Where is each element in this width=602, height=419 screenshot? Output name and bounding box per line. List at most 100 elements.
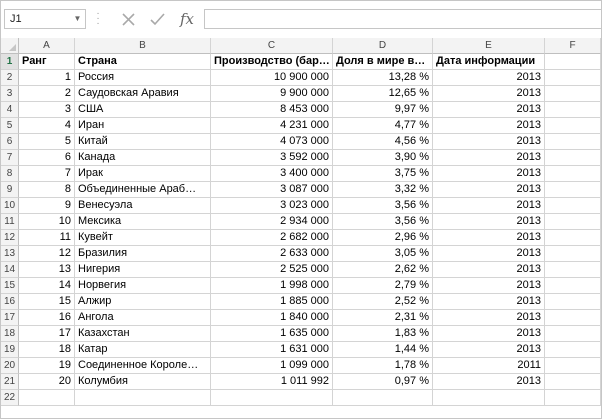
cell-rank[interactable]: 10 — [19, 214, 75, 230]
header-cell-rank[interactable]: Ранг — [19, 54, 75, 70]
cell-production[interactable]: 2 525 000 — [211, 262, 333, 278]
empty-cell[interactable] — [545, 262, 601, 278]
cell-rank[interactable]: 4 — [19, 118, 75, 134]
insert-function-button[interactable]: fx — [176, 9, 198, 29]
cell-production[interactable]: 1 631 000 — [211, 342, 333, 358]
row-header-2[interactable]: 2 — [1, 70, 19, 86]
empty-cell[interactable] — [545, 230, 601, 246]
empty-cell[interactable] — [333, 390, 433, 406]
cell-date[interactable]: 2013 — [433, 134, 545, 150]
cell-rank[interactable]: 1 — [19, 70, 75, 86]
cell-production[interactable]: 3 400 000 — [211, 166, 333, 182]
empty-cell[interactable] — [545, 134, 601, 150]
cell-date[interactable]: 2013 — [433, 310, 545, 326]
empty-cell[interactable] — [545, 374, 601, 390]
cell-share[interactable]: 1,83 % — [333, 326, 433, 342]
header-cell-date[interactable]: Дата информации — [433, 54, 545, 70]
cell-share[interactable]: 2,52 % — [333, 294, 433, 310]
empty-cell[interactable] — [545, 54, 601, 70]
row-header-7[interactable]: 7 — [1, 150, 19, 166]
cell-date[interactable]: 2013 — [433, 214, 545, 230]
row-header-15[interactable]: 15 — [1, 278, 19, 294]
row-header-17[interactable]: 17 — [1, 310, 19, 326]
cell-date[interactable]: 2013 — [433, 166, 545, 182]
header-cell-production[interactable]: Производство (бар… — [211, 54, 333, 70]
empty-cell[interactable] — [211, 390, 333, 406]
cell-rank[interactable]: 20 — [19, 374, 75, 390]
cell-date[interactable]: 2013 — [433, 294, 545, 310]
row-header-16[interactable]: 16 — [1, 294, 19, 310]
empty-cell[interactable] — [545, 358, 601, 374]
cell-share[interactable]: 9,97 % — [333, 102, 433, 118]
cell-share[interactable]: 2,62 % — [333, 262, 433, 278]
cell-date[interactable]: 2013 — [433, 86, 545, 102]
cell-country[interactable]: США — [75, 102, 211, 118]
empty-cell[interactable] — [545, 326, 601, 342]
empty-cell[interactable] — [545, 102, 601, 118]
row-header-9[interactable]: 9 — [1, 182, 19, 198]
cell-rank[interactable]: 9 — [19, 198, 75, 214]
row-header-19[interactable]: 19 — [1, 342, 19, 358]
cell-share[interactable]: 13,28 % — [333, 70, 433, 86]
cell-country[interactable]: Норвегия — [75, 278, 211, 294]
empty-cell[interactable] — [545, 150, 601, 166]
cell-production[interactable]: 1 998 000 — [211, 278, 333, 294]
cell-rank[interactable]: 14 — [19, 278, 75, 294]
cell-country[interactable]: Мексика — [75, 214, 211, 230]
row-header-3[interactable]: 3 — [1, 86, 19, 102]
cell-country[interactable]: Канада — [75, 150, 211, 166]
cell-date[interactable]: 2013 — [433, 246, 545, 262]
cell-date[interactable]: 2013 — [433, 198, 545, 214]
cell-share[interactable]: 3,05 % — [333, 246, 433, 262]
cell-date[interactable]: 2013 — [433, 278, 545, 294]
empty-cell[interactable] — [19, 390, 75, 406]
cell-country[interactable]: Бразилия — [75, 246, 211, 262]
column-header-e[interactable]: E — [433, 38, 545, 54]
cell-rank[interactable]: 3 — [19, 102, 75, 118]
cell-production[interactable]: 2 633 000 — [211, 246, 333, 262]
cell-production[interactable]: 1 635 000 — [211, 326, 333, 342]
cell-country[interactable]: Соединенное Короле… — [75, 358, 211, 374]
cell-share[interactable]: 4,56 % — [333, 134, 433, 150]
cell-share[interactable]: 1,44 % — [333, 342, 433, 358]
cell-production[interactable]: 1 011 992 — [211, 374, 333, 390]
cell-production[interactable]: 4 231 000 — [211, 118, 333, 134]
cell-share[interactable]: 3,56 % — [333, 214, 433, 230]
cell-country[interactable]: Ангола — [75, 310, 211, 326]
column-header-a[interactable]: A — [19, 38, 75, 54]
cell-production[interactable]: 3 087 000 — [211, 182, 333, 198]
cell-rank[interactable]: 15 — [19, 294, 75, 310]
more-vertical-icon[interactable]: · · · — [96, 8, 100, 29]
cell-date[interactable]: 2013 — [433, 150, 545, 166]
cell-share[interactable]: 4,77 % — [333, 118, 433, 134]
empty-cell[interactable] — [545, 182, 601, 198]
cell-rank[interactable]: 19 — [19, 358, 75, 374]
cell-production[interactable]: 8 453 000 — [211, 102, 333, 118]
cell-rank[interactable]: 6 — [19, 150, 75, 166]
cell-production[interactable]: 1 840 000 — [211, 310, 333, 326]
empty-cell[interactable] — [545, 310, 601, 326]
cell-production[interactable]: 2 934 000 — [211, 214, 333, 230]
cell-country[interactable]: Объединенные Араб… — [75, 182, 211, 198]
cell-date[interactable]: 2013 — [433, 70, 545, 86]
cell-production[interactable]: 10 900 000 — [211, 70, 333, 86]
cell-country[interactable]: Колумбия — [75, 374, 211, 390]
empty-cell[interactable] — [545, 390, 601, 406]
cell-country[interactable]: Саудовская Аравия — [75, 86, 211, 102]
row-header-20[interactable]: 20 — [1, 358, 19, 374]
empty-cell[interactable] — [545, 214, 601, 230]
header-cell-country[interactable]: Страна — [75, 54, 211, 70]
cell-production[interactable]: 9 900 000 — [211, 86, 333, 102]
cell-rank[interactable]: 16 — [19, 310, 75, 326]
cell-country[interactable]: Катар — [75, 342, 211, 358]
cell-rank[interactable]: 11 — [19, 230, 75, 246]
cell-share[interactable]: 0,97 % — [333, 374, 433, 390]
row-header-8[interactable]: 8 — [1, 166, 19, 182]
cell-production[interactable]: 1 885 000 — [211, 294, 333, 310]
chevron-down-icon[interactable]: ▼ — [73, 14, 82, 23]
empty-cell[interactable] — [545, 166, 601, 182]
cell-share[interactable]: 12,65 % — [333, 86, 433, 102]
cancel-button[interactable] — [117, 9, 139, 29]
cell-share[interactable]: 2,96 % — [333, 230, 433, 246]
row-header-21[interactable]: 21 — [1, 374, 19, 390]
